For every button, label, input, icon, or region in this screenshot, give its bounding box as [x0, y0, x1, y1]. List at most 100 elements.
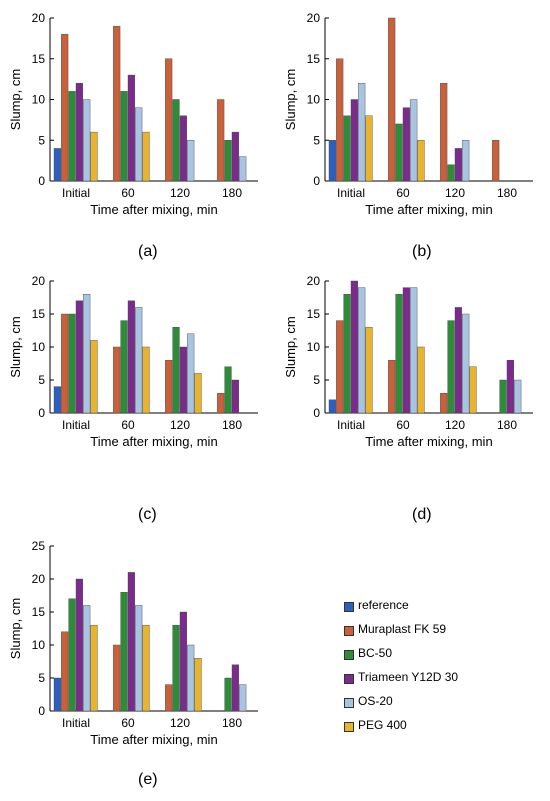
panel-1-bar-0-1: [61, 34, 69, 182]
legend-label-triameen: Triameen Y12D 30: [358, 670, 459, 684]
legend-item-os20: OS-20: [344, 693, 544, 717]
panel-1-bar-1-3: [127, 74, 135, 182]
panel-4-bar-2-4: [462, 313, 470, 414]
panel-4-bar-3-2: [499, 379, 507, 414]
panel-label-b: (b): [412, 243, 432, 260]
panel-5-bar-0-3: [75, 578, 83, 712]
panel-5-y-tick-label-1: 5: [38, 671, 45, 685]
panel-2-y-axis-title: Slump, cm: [283, 69, 298, 130]
panel-4-bar-2-3: [454, 307, 462, 414]
legend: reference Muraplast FK 59 BC-50 Triameen…: [344, 597, 544, 741]
panel-2-bar-1-5: [417, 140, 425, 182]
panel-1-bar-1-5: [142, 131, 150, 182]
panel-5-bar-0-4: [83, 605, 91, 712]
panel-4-bar-1-2: [395, 294, 403, 414]
legend-swatch-bc50: [344, 650, 354, 660]
panel-2-bar-0-4: [358, 82, 366, 182]
panel-2-bar-1-4: [410, 99, 418, 182]
panel-5-bar-0-1: [61, 631, 69, 712]
panel-4-bar-0-3: [350, 280, 358, 414]
panel-label-c: (c): [138, 506, 157, 523]
panel-1-bar-0-4: [83, 99, 91, 182]
panel-2-bar-2-3: [454, 148, 462, 182]
panel-1-bar-0-5: [90, 131, 98, 182]
panel-1-bar-0-0: [53, 148, 61, 182]
panel-2-bar-0-3: [350, 99, 358, 182]
panel-2-y-tick-label-2: 10: [307, 93, 321, 107]
legend-label-reference: reference: [358, 598, 409, 612]
panel-5-x-tick-label-2: 120: [170, 716, 190, 730]
panel-1-bar-2-2: [172, 99, 180, 182]
panel-1-x-tick-label-0: Initial: [62, 186, 90, 200]
panel-3-bar-2-4: [187, 333, 195, 414]
panel-1-y-tick-label-2: 10: [32, 93, 46, 107]
panel-1-x-axis-title: Time after mixing, min: [90, 202, 217, 217]
panel-1-x-tick-label-3: 180: [222, 186, 242, 200]
panel-label-a: (a): [138, 243, 158, 260]
panel-2-bar-0-0: [328, 140, 336, 182]
panel-3-x-tick-label-3: 180: [222, 418, 242, 432]
legend-label-muraplast: Muraplast FK 59: [358, 622, 447, 636]
panel-2-y-tick-label-4: 20: [307, 11, 321, 25]
panel-1-bar-0-2: [68, 91, 76, 182]
panel-3-y-tick-label-2: 10: [32, 340, 46, 354]
panel-4-y-tick-label-1: 5: [313, 373, 320, 387]
panel-4-bar-1-3: [402, 287, 410, 414]
legend-item-peg400: PEG 400: [344, 717, 544, 741]
legend-swatch-reference: [344, 602, 354, 612]
panel-1-bar-2-4: [187, 140, 195, 182]
panel-3-bar-0-3: [75, 300, 83, 414]
panel-4-bar-3-3: [506, 360, 514, 414]
panel-2-bar-1-3: [402, 107, 410, 182]
panel-1-bar-2-3: [179, 115, 187, 182]
legend-swatch-muraplast: [344, 626, 354, 636]
panel-1-y-tick-label-1: 5: [38, 133, 45, 147]
panel-4-bar-0-0: [328, 399, 336, 414]
panel-3-bar-2-2: [172, 327, 180, 414]
panel-1-bar-1-4: [135, 107, 143, 182]
legend-label-peg400: PEG 400: [358, 718, 407, 732]
panel-5-bar-0-0: [53, 677, 61, 712]
panel-3-x-axis-title: Time after mixing, min: [90, 434, 217, 449]
panel-4-bar-1-5: [417, 346, 425, 414]
panel-4-bar-0-1: [336, 320, 344, 414]
panel-3-bar-1-3: [127, 300, 135, 414]
panel-4-y-tick-label-0: 0: [313, 406, 320, 420]
panel-4-y-tick-label-4: 20: [307, 274, 321, 288]
panel-1-x-tick-label-2: 120: [170, 186, 190, 200]
panel-4-bar-0-2: [343, 294, 351, 414]
panel-4-bar-1-1: [388, 360, 396, 414]
panel-3-bar-1-4: [135, 307, 143, 414]
panel-3-bar-3-2: [224, 366, 232, 414]
panel-3-bar-0-2: [68, 313, 76, 414]
panel-2-bar-2-4: [462, 140, 470, 182]
legend-item-triameen: Triameen Y12D 30: [344, 669, 544, 693]
panel-5-y-tick-label-0: 0: [38, 704, 45, 718]
panel-3-y-tick-label-4: 20: [32, 274, 46, 288]
legend-item-muraplast: Muraplast FK 59: [344, 621, 544, 645]
panel-3-x-tick-label-0: Initial: [62, 418, 90, 432]
panel-5-bar-2-3: [179, 611, 187, 712]
panel-5-bar-1-4: [135, 605, 143, 712]
panel-3-y-tick-label-0: 0: [38, 406, 45, 420]
panel-1-bar-3-1: [217, 99, 225, 182]
panel-2-y-tick-label-0: 0: [313, 174, 320, 188]
panel-5-y-tick-label-4: 20: [32, 572, 46, 586]
panel-3-bar-2-3: [179, 346, 187, 414]
legend-item-reference: reference: [344, 597, 544, 621]
panel-5-y-tick-label-5: 25: [32, 539, 46, 553]
panel-5-bar-1-1: [113, 644, 121, 712]
panel-1-bar-0-3: [75, 82, 83, 182]
panel-5-y-tick-label-2: 10: [32, 638, 46, 652]
legend-swatch-triameen: [344, 674, 354, 684]
panel-5-bar-2-1: [165, 684, 173, 712]
panel-5-bar-1-5: [142, 625, 150, 712]
panel-3-bar-3-1: [217, 393, 225, 414]
panel-4-bar-1-4: [410, 287, 418, 414]
panel-label-d: (d): [412, 506, 432, 523]
legend-swatch-os20: [344, 698, 354, 708]
panel-3-bar-0-0: [53, 386, 61, 414]
panel-4-x-tick-label-0: Initial: [337, 418, 365, 432]
panel-2-bar-1-1: [388, 17, 396, 182]
